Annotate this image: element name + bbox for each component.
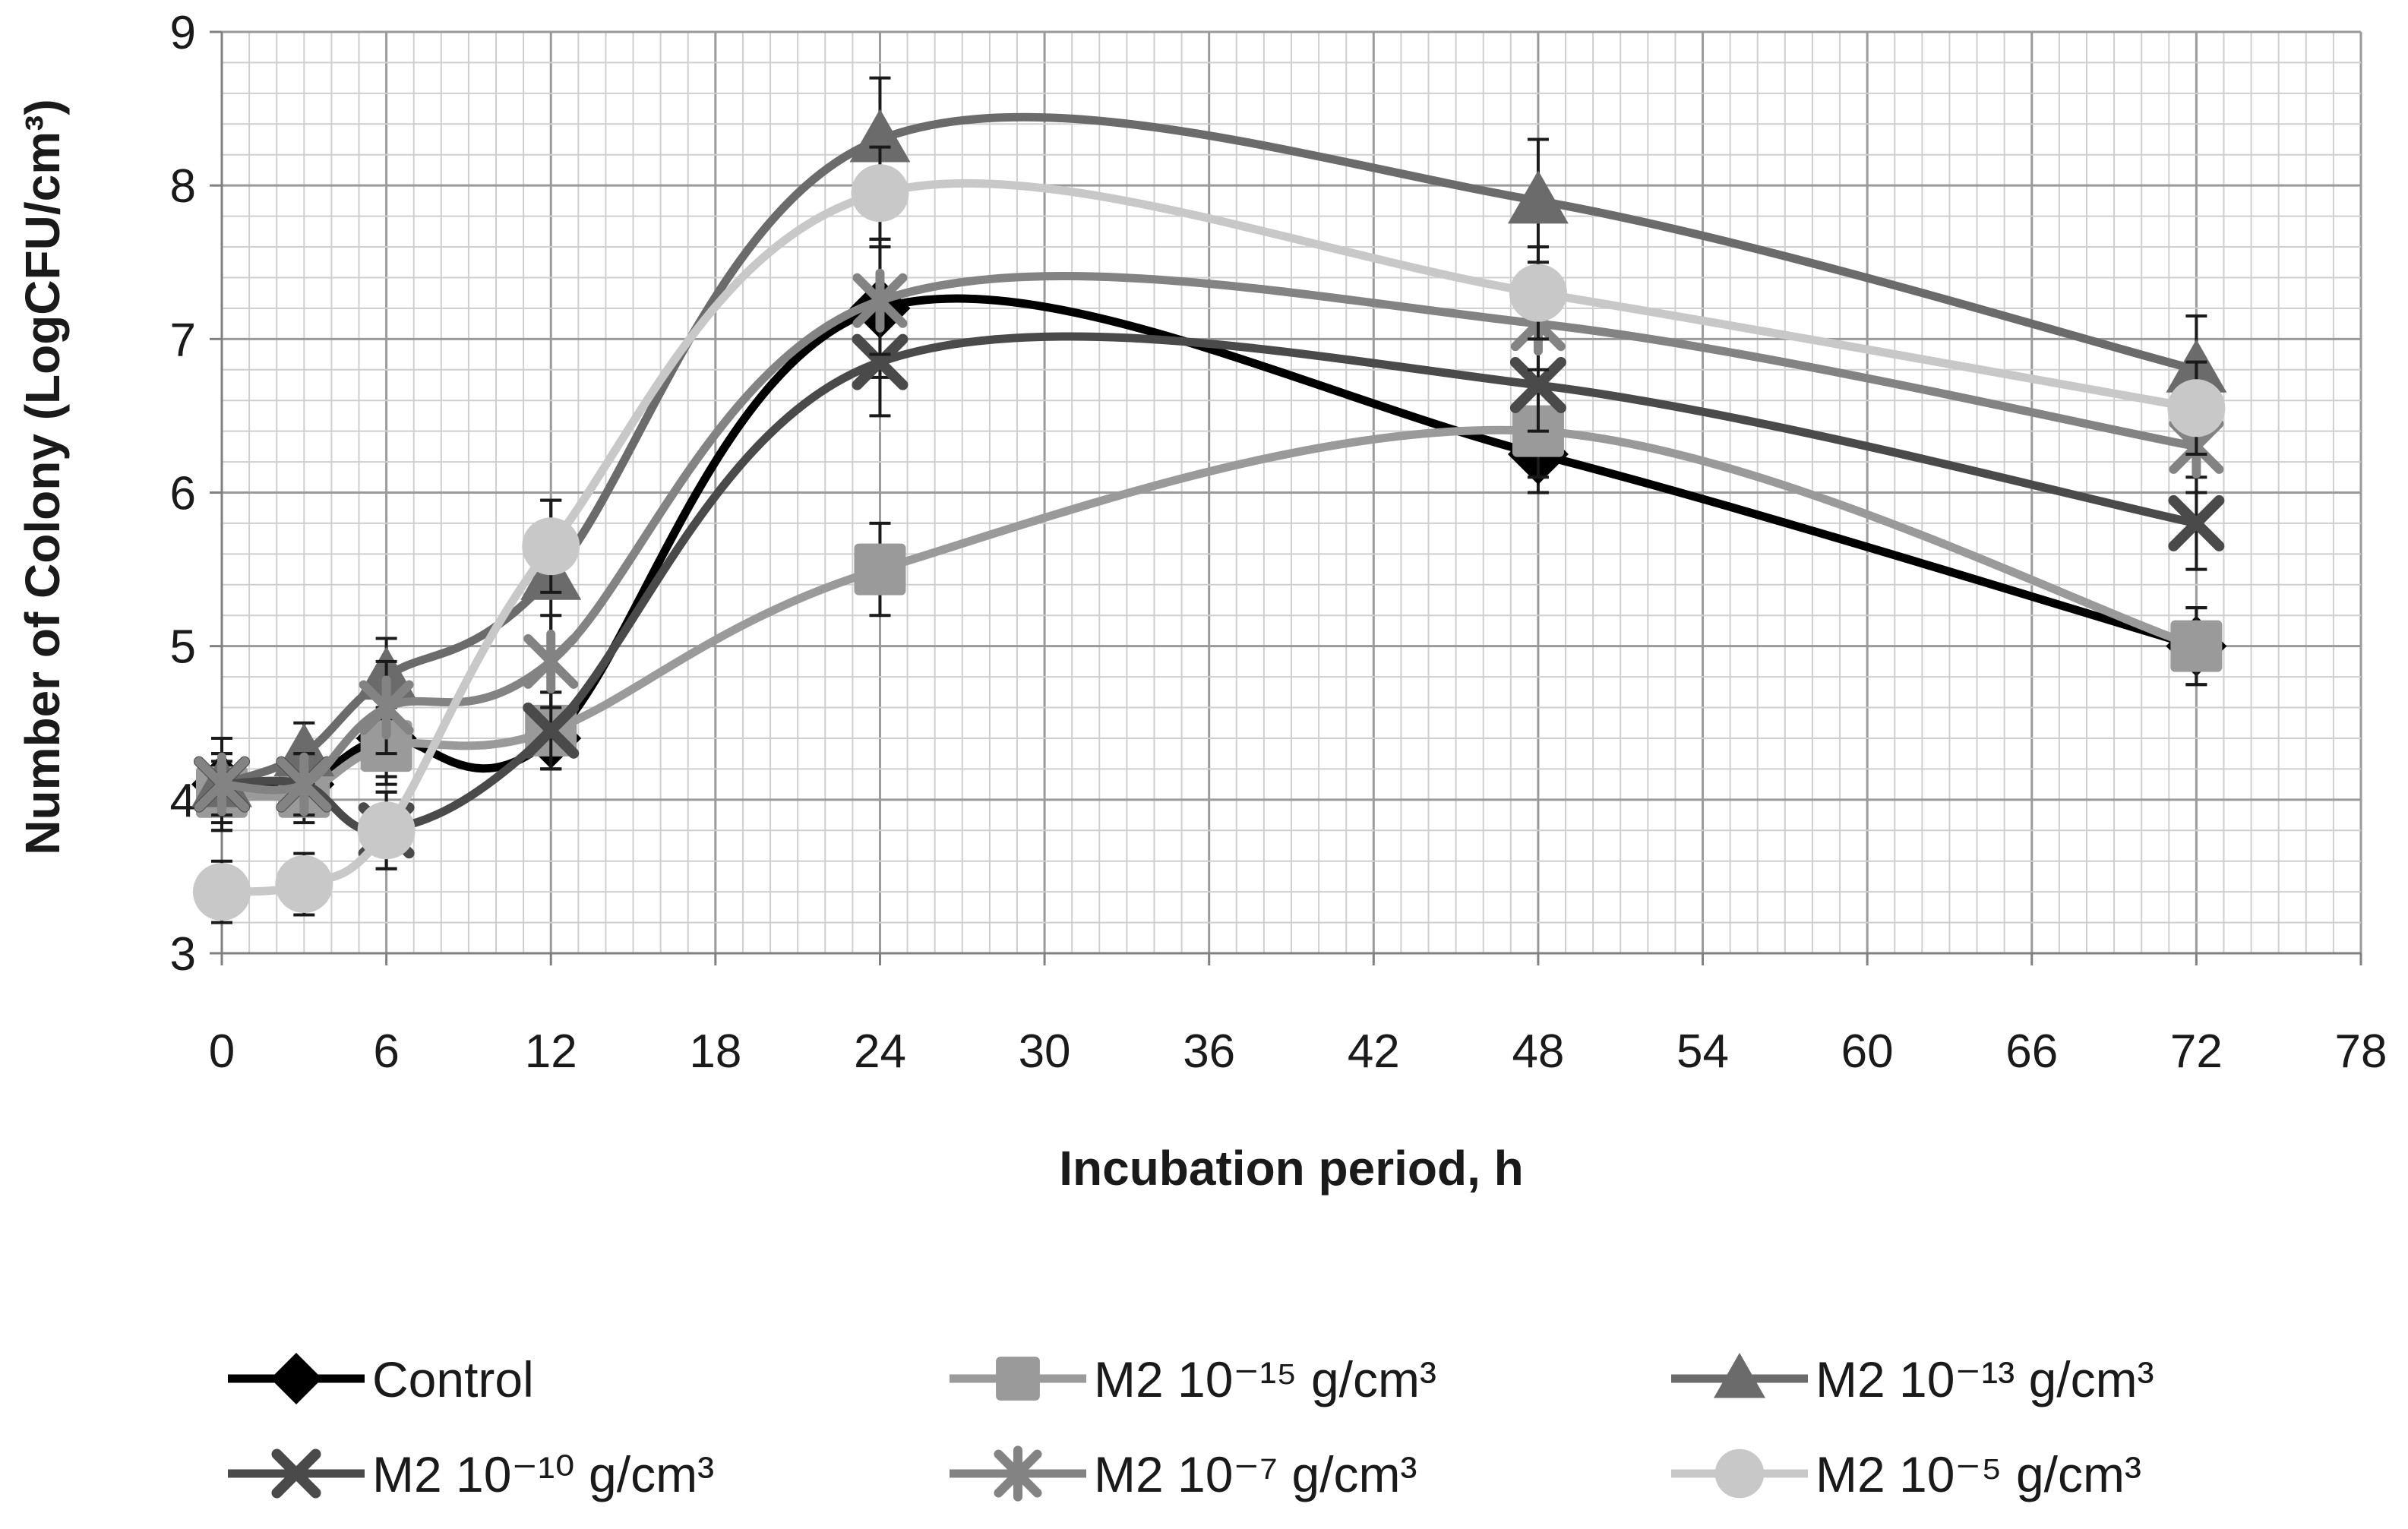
legend-marker [271,1448,321,1499]
data-point [2167,379,2226,438]
data-point [522,517,580,576]
x-tick-label: 6 [373,1025,399,1078]
x-tick-label: 36 [1183,1025,1235,1078]
legend-marker [994,1445,1042,1502]
x-tick-label: 42 [1348,1025,1400,1078]
x-tick-label: 30 [1019,1025,1071,1078]
y-tick-label: 8 [170,160,196,213]
legend-label: M2 10⁻¹⁵ g/cm³ [1094,1351,1436,1407]
x-tick-label: 54 [1676,1025,1729,1078]
x-tick-label: 48 [1512,1025,1564,1078]
data-point [523,702,580,759]
legend-marker [1714,1353,1765,1398]
y-tick-label: 5 [170,621,196,674]
y-tick-label: 4 [170,775,196,827]
legend-item: M2 10⁻¹⁵ g/cm³ [950,1351,1436,1407]
legend-item: M2 10⁻¹⁰ g/cm³ [228,1446,714,1502]
x-tick-label: 60 [1841,1025,1894,1078]
data-point [852,268,908,333]
data-point [523,629,579,693]
data-point [849,109,911,163]
x-tick-label: 12 [525,1025,577,1078]
legend-item: M2 10⁻⁵ g/cm³ [1671,1446,2141,1502]
data-point [275,855,333,914]
y-tick-label: 3 [170,928,196,981]
legend: Control M2 10⁻¹⁵ g/cm³ M2 10⁻¹³ g/cm³ M2 10… [228,1351,2154,1502]
y-tick-label: 6 [170,468,196,520]
y-axis-title: Number of Colony (LogCFU/cm³) [15,99,70,855]
series-6 [193,145,2226,924]
x-tick-label: 78 [2335,1025,2387,1078]
grid [220,30,2362,955]
legend-marker [1714,1448,1765,1499]
legend-label: Control [372,1351,534,1407]
data-point [851,164,909,223]
series-line [221,332,2198,836]
x-axis-title: Incubation period, h [1059,1141,1524,1196]
data-point [194,752,249,817]
series-layer [191,76,2227,924]
legend-label: M2 10⁻⁷ g/cm³ [1094,1446,1417,1502]
data-point [2168,494,2225,551]
legend-label: M2 10⁻¹³ g/cm³ [1815,1351,2154,1407]
x-tick-label: 66 [2005,1025,2058,1078]
legend-marker [996,1357,1040,1401]
legend-label: M2 10⁻¹⁰ g/cm³ [372,1446,714,1502]
data-point [1509,356,1566,413]
series-line [221,272,2198,795]
x-tick-label: 18 [689,1025,741,1078]
legend-item: Control [228,1351,534,1407]
data-point [277,752,332,817]
data-point [357,801,416,860]
data-point [854,543,906,595]
x-tick-label: 72 [2170,1025,2223,1078]
legend-item: M2 10⁻¹³ g/cm³ [1671,1351,2154,1407]
legend-marker [270,1353,322,1404]
legend-label: M2 10⁻⁵ g/cm³ [1815,1446,2141,1502]
y-tick-label: 7 [170,314,196,366]
data-point [1507,170,1569,224]
y-tick-label: 9 [170,7,196,59]
series-line [221,178,2198,896]
data-point [359,675,414,740]
data-point [193,863,251,921]
x-tick-label: 24 [854,1025,906,1078]
data-point [852,333,909,390]
data-point [2170,620,2223,672]
legend-item: M2 10⁻⁷ g/cm³ [950,1445,1417,1502]
data-point [1509,264,1567,322]
x-tick-label: 0 [209,1025,235,1078]
